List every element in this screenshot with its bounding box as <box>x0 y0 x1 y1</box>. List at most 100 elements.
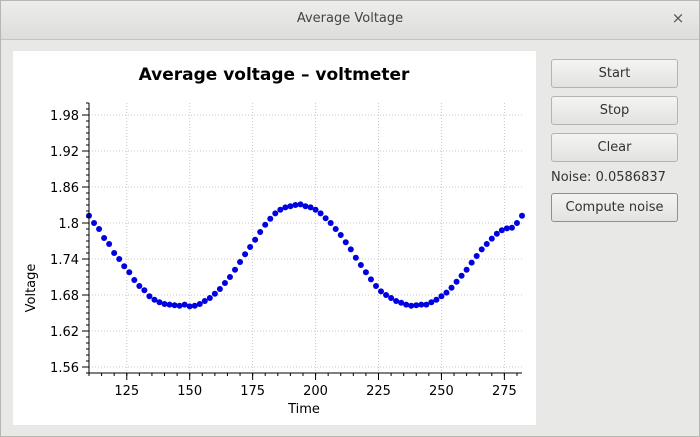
data-point <box>312 206 319 213</box>
data-point <box>453 278 460 285</box>
data-point <box>196 301 203 307</box>
data-point <box>307 204 314 211</box>
data-point <box>448 284 455 291</box>
noise-readout: Noise: 0.0586837 <box>551 170 679 190</box>
data-point <box>151 296 158 303</box>
window-title: Average Voltage <box>296 11 404 26</box>
data-point <box>398 299 405 306</box>
data-point <box>201 298 208 304</box>
data-point <box>488 235 495 242</box>
data-point <box>101 235 108 241</box>
voltage-chart: Average voltage – voltmeter 125 150 175 200… <box>24 65 525 417</box>
data-point <box>106 241 113 247</box>
start-button[interactable]: Start <box>551 59 678 88</box>
data-point <box>513 220 520 226</box>
data-point <box>317 210 324 217</box>
y-tick-label: 1.68 <box>50 289 79 304</box>
x-tick-label: 150 <box>177 384 202 399</box>
title-bar: Average Voltage × <box>1 1 699 40</box>
data-point <box>433 296 440 303</box>
data-point <box>428 299 435 306</box>
data-point <box>121 263 128 270</box>
data-point <box>131 277 138 283</box>
data-point <box>186 303 193 310</box>
data-point <box>287 203 294 210</box>
data-point <box>403 301 410 308</box>
data-point <box>277 206 284 213</box>
data-point <box>156 299 163 306</box>
data-point <box>473 253 480 259</box>
plot-panel: Average voltage – voltmeter 125 150 175 200… <box>13 51 536 425</box>
data-point <box>176 302 183 309</box>
data-point <box>262 221 269 228</box>
data-point <box>257 229 264 235</box>
data-point <box>282 204 289 211</box>
data-point <box>337 232 344 238</box>
data-point <box>247 244 254 250</box>
stop-button[interactable]: Stop <box>551 96 678 125</box>
data-point <box>347 246 354 253</box>
x-tick-label: 275 <box>492 384 517 399</box>
clear-button[interactable]: Clear <box>551 133 678 162</box>
data-point <box>352 254 359 261</box>
data-point <box>237 259 244 265</box>
data-point <box>393 298 400 304</box>
axes: 125 150 175 200 225 250 275 1.56 1.62 1.68 1.74 1.8… <box>50 102 522 399</box>
data-point <box>498 227 505 234</box>
data-point <box>367 276 374 283</box>
data-point <box>232 266 239 273</box>
data-point <box>116 256 123 262</box>
control-panel: Start Stop Clear Noise: 0.0586837 Comput… <box>551 59 679 230</box>
y-tick-label: 1.8 <box>58 217 79 232</box>
data-point <box>519 212 525 219</box>
data-point <box>191 302 198 309</box>
data-point <box>322 215 329 222</box>
data-point <box>96 226 103 232</box>
data-point <box>166 301 173 308</box>
chart-title: Average voltage – voltmeter <box>139 65 410 85</box>
close-icon[interactable]: × <box>671 9 685 27</box>
data-point <box>297 201 304 208</box>
data-point <box>302 203 309 210</box>
y-tick-label: 1.92 <box>50 145 79 160</box>
x-tick-label: 250 <box>429 384 454 399</box>
data-point <box>146 293 153 300</box>
data-point <box>111 250 118 256</box>
x-tick-label: 175 <box>240 384 265 399</box>
y-tick-label: 1.62 <box>50 325 79 340</box>
data-point <box>206 295 213 301</box>
compute-noise-button[interactable]: Compute noise <box>551 193 678 222</box>
x-tick-label: 200 <box>303 384 328 399</box>
data-point <box>242 251 249 258</box>
data-point <box>362 269 369 276</box>
x-axis-label: Time <box>287 402 320 417</box>
data-point <box>211 290 218 297</box>
x-tick-label: 125 <box>114 384 139 399</box>
data-point <box>292 202 299 208</box>
data-point <box>423 301 430 308</box>
data-point <box>91 220 98 226</box>
x-tick-label: 225 <box>366 384 391 399</box>
data-point <box>418 301 425 308</box>
data-point <box>226 274 233 280</box>
y-tick-label: 1.98 <box>50 109 79 124</box>
data-point <box>383 292 390 298</box>
data-point <box>126 269 133 276</box>
data-point <box>443 289 450 296</box>
noise-value: 0.0586837 <box>595 170 666 185</box>
data-point <box>372 283 379 289</box>
data-point <box>508 224 515 231</box>
data-point <box>327 220 334 226</box>
data-point <box>272 210 279 217</box>
data-points <box>86 201 525 310</box>
data-point <box>171 302 178 309</box>
y-axis-label: Voltage <box>24 264 39 313</box>
data-point <box>503 225 510 232</box>
data-point <box>181 301 188 308</box>
data-point <box>161 301 168 307</box>
data-point <box>438 293 445 300</box>
y-tick-label: 1.86 <box>50 181 79 196</box>
data-point <box>478 246 485 253</box>
data-point <box>216 286 223 292</box>
grid <box>89 103 522 373</box>
